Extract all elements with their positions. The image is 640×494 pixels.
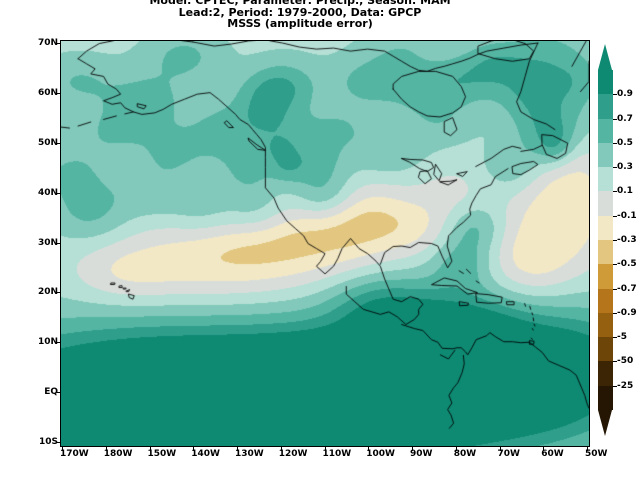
y-tick-mark <box>57 292 61 294</box>
colorbar-label: -0.7 <box>617 283 637 294</box>
colorbar-tick <box>613 337 617 339</box>
y-tick-mark <box>57 92 61 94</box>
colorbar-band <box>598 288 613 313</box>
x-tick-mark <box>62 447 63 451</box>
colorbar-label: -5 <box>617 332 627 343</box>
colorbar-tick <box>613 142 617 144</box>
colorbar-band <box>598 215 613 240</box>
colorbar-band <box>598 264 613 289</box>
colorbar-band <box>598 385 613 410</box>
x-tick-mark <box>324 447 326 451</box>
map-plot-area <box>60 40 590 447</box>
y-tick-mark <box>57 142 61 144</box>
y-tick-label: 10S <box>38 437 58 447</box>
chart-title: Model: CPTEC, Parameter: Precip., Season… <box>0 0 600 30</box>
x-tick-mark <box>105 447 107 451</box>
x-tick-mark <box>280 447 282 451</box>
colorbar: 0.9 0.7 0.5 0.3 0.1 -0.1 -0.3 -0.5 -0.7 -0.9 -5 -50… <box>596 44 640 436</box>
y-tick-mark <box>57 342 61 344</box>
y-tick-label: 10N <box>37 337 58 348</box>
x-tick-mark <box>587 447 588 451</box>
colorbar-label: 0.5 <box>617 137 633 148</box>
x-tick-label: 100W <box>366 449 395 459</box>
x-tick-label: 60W <box>541 449 564 459</box>
colorbar-band <box>598 312 613 338</box>
y-tick-mark <box>57 43 61 44</box>
colorbar-label: -0.1 <box>617 210 637 221</box>
colorbar-band <box>598 191 613 216</box>
x-tick-label: 50W <box>585 449 608 459</box>
coastline-overlay <box>61 41 589 446</box>
x-tick-label: 120W <box>278 449 308 459</box>
colorbar-cap-top <box>598 44 612 70</box>
x-tick-mark <box>237 447 238 451</box>
title-line-2: Lead:2, Period: 1979-2000, Data: GPCP <box>178 5 422 19</box>
x-tick-mark <box>412 447 413 451</box>
colorbar-label: 0.9 <box>617 89 633 100</box>
colorbar-tick <box>613 312 617 314</box>
colorbar-tick <box>613 94 617 96</box>
y-tick-label: 70N <box>37 38 58 48</box>
colorbar-label: -0.3 <box>617 235 637 245</box>
y-tick-mark <box>57 442 61 443</box>
colorbar-label: -0.5 <box>617 259 637 270</box>
colorbar-tick <box>613 167 617 169</box>
colorbar-tick <box>613 240 617 241</box>
colorbar-label: -50 <box>617 356 634 367</box>
y-tick-label: 20N <box>37 287 58 298</box>
x-tick-mark <box>543 447 545 451</box>
y-tick-label: 30N <box>37 237 58 248</box>
colorbar-label: 0.3 <box>617 162 633 173</box>
x-tick-label: 180W <box>103 449 133 459</box>
x-tick-mark <box>368 447 370 451</box>
x-tick-label: 140W <box>191 449 220 459</box>
x-tick-label: 80W <box>453 449 477 459</box>
colorbar-tick <box>613 118 617 120</box>
colorbar-band <box>598 142 613 168</box>
colorbar-tick <box>613 361 617 363</box>
colorbar-label: 0.1 <box>617 186 633 197</box>
colorbar-band <box>598 94 613 119</box>
colorbar-label: -0.9 <box>617 307 637 318</box>
y-tick-mark <box>57 242 61 244</box>
colorbar-tick <box>613 264 617 266</box>
colorbar-band <box>598 167 613 192</box>
y-tick-label: 60N <box>37 87 58 98</box>
x-tick-mark <box>193 447 195 451</box>
colorbar-tick <box>613 385 617 387</box>
colorbar-band <box>598 118 613 143</box>
x-tick-mark <box>499 447 501 451</box>
colorbar-band <box>598 239 613 265</box>
colorbar-swatches <box>598 70 613 410</box>
colorbar-band <box>598 70 613 95</box>
title-line-3: MSSS (amplitude error) <box>227 17 373 30</box>
colorbar-label: 0.7 <box>617 113 633 124</box>
y-tick-label: 40N <box>37 187 58 198</box>
y-tick-mark <box>57 192 61 194</box>
colorbar-cap-bottom <box>598 410 612 436</box>
colorbar-tick <box>613 215 617 217</box>
y-tick-mark <box>57 392 61 394</box>
colorbar-band <box>598 361 613 386</box>
colorbar-tick <box>613 191 617 193</box>
colorbar-band <box>598 337 613 362</box>
x-tick-label: 130W <box>235 449 264 459</box>
colorbar-tick <box>613 288 617 290</box>
y-tick-label: 50N <box>37 137 58 148</box>
x-tick-label: 150W <box>147 449 177 459</box>
x-tick-mark <box>149 447 151 451</box>
x-tick-label: 110W <box>322 449 352 459</box>
title-line-1: Model: CPTEC, Parameter: Precip., Season… <box>149 0 451 7</box>
colorbar-label: -25 <box>617 380 634 391</box>
x-tick-label: 90W <box>410 449 433 459</box>
y-tick-label: EQ <box>44 387 58 398</box>
x-tick-label: 70W <box>497 449 520 459</box>
x-tick-mark <box>455 447 457 451</box>
x-tick-label: 170W <box>60 449 89 459</box>
